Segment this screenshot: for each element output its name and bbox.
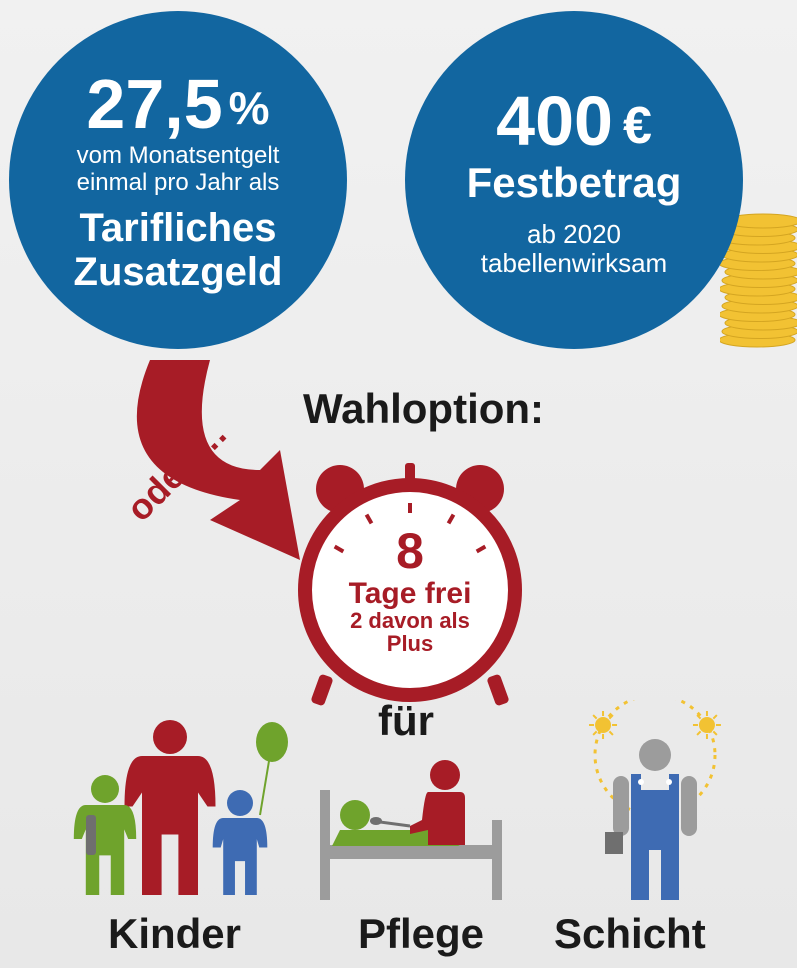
fuer-label: für xyxy=(378,697,434,745)
pflege-label: Pflege xyxy=(358,910,484,958)
schicht-label: Schicht xyxy=(554,910,706,958)
clock-line3: Plus xyxy=(319,632,501,655)
clock-line1: Tage frei xyxy=(319,578,501,610)
pflege-icon xyxy=(310,740,510,910)
schicht-icon xyxy=(555,700,755,910)
kinder-icon xyxy=(70,720,290,910)
kinder-label: Kinder xyxy=(108,910,241,958)
clock-line2: 2 davon als xyxy=(319,609,501,632)
clock-days-number: 8 xyxy=(319,525,501,578)
clock-text: 8 Tage frei 2 davon als Plus xyxy=(319,525,501,655)
